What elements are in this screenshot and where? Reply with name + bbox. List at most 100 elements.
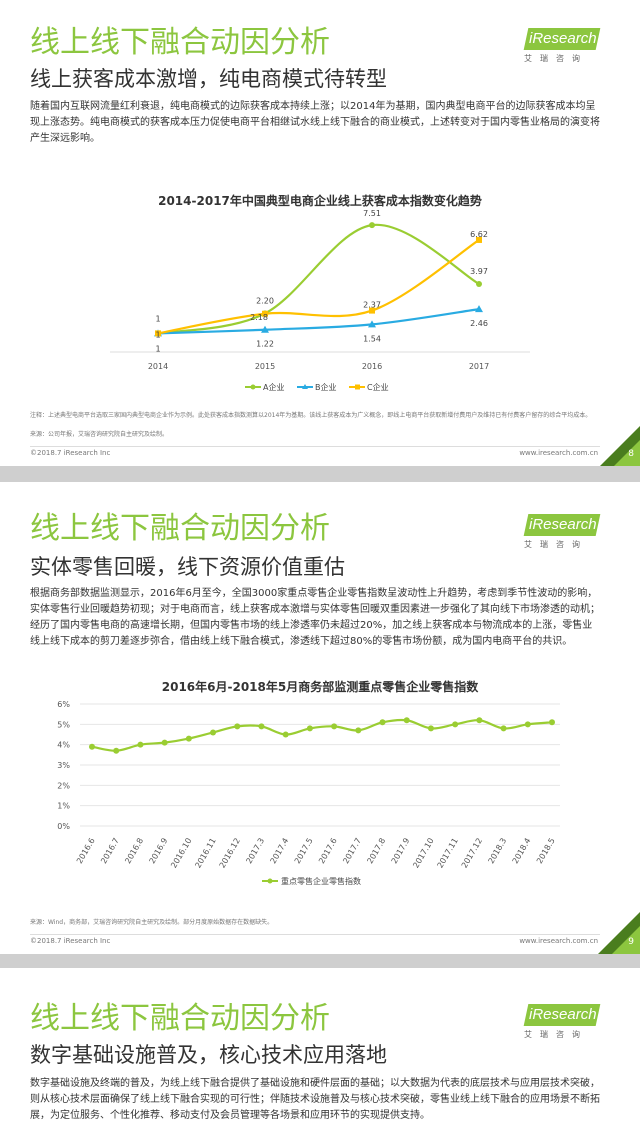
series-line-2 xyxy=(157,239,480,335)
page-number: 9 xyxy=(628,937,634,947)
corner-triangle-light xyxy=(612,926,640,954)
data-label: 1.22 xyxy=(256,340,274,349)
data-point xyxy=(355,727,362,734)
data-point xyxy=(210,729,217,736)
y-tick-label: 6% xyxy=(57,700,70,709)
x-tick-label: 2016 xyxy=(362,362,382,371)
iresearch-logo: iResearch 艾瑞咨询 xyxy=(520,1004,601,1040)
x-tick-label: 2016.8 xyxy=(123,837,145,866)
series-line-1 xyxy=(157,308,480,335)
data-label: 3.97 xyxy=(470,267,488,276)
data-label: 2.18 xyxy=(250,313,268,322)
footer-copyright: ©2018.7 iResearch Inc xyxy=(30,937,111,945)
legend-marker xyxy=(355,384,360,390)
data-label: 7.51 xyxy=(363,209,381,218)
data-point xyxy=(368,320,376,328)
chart-source: 来源：公司年报，艾瑞咨询研究院自主研究及绘制。 xyxy=(30,431,169,438)
x-tick-label: 2016.9 xyxy=(148,837,170,866)
x-tick-label: 2018.5 xyxy=(535,837,557,866)
footer-url: www.iresearch.com.cn xyxy=(519,937,598,945)
legend-marker xyxy=(250,384,256,390)
data-point xyxy=(262,310,268,317)
legend-label: B企业 xyxy=(315,382,337,392)
data-point xyxy=(379,719,386,726)
page-number: 8 xyxy=(628,449,634,459)
x-tick-label: 2018.3 xyxy=(487,837,509,866)
legend-label: A企业 xyxy=(263,382,284,392)
footer-divider xyxy=(30,934,600,935)
x-tick-label: 2017.7 xyxy=(341,837,363,866)
legend-label: C企业 xyxy=(367,382,389,392)
y-tick-label: 4% xyxy=(57,741,70,750)
chart-title: 2016年6月-2018年5月商务部监测重点零售企业零售指数 xyxy=(161,680,479,694)
chart-notes: 注释：上述典型电商平台选取三家国内典型电商企业作为示例。此处获客成本指数测算以2… xyxy=(30,412,592,419)
data-point xyxy=(524,721,531,728)
x-tick-label: 2017.6 xyxy=(317,837,339,866)
data-point xyxy=(113,747,120,754)
legend-marker xyxy=(302,384,308,389)
y-tick-label: 1% xyxy=(57,802,70,811)
slide-title: 线上线下融合动因分析 xyxy=(30,1001,330,1036)
data-label: 2.46 xyxy=(470,319,488,328)
data-point xyxy=(137,741,144,748)
data-point xyxy=(549,719,555,726)
chart-title: 2014-2017年中国典型电商企业线上获客成本指数变化趋势 xyxy=(158,194,482,208)
x-tick-label: 2017.11 xyxy=(436,837,460,870)
data-point xyxy=(403,717,410,724)
footer-copyright: ©2018.7 iResearch Inc xyxy=(30,449,111,457)
data-point xyxy=(185,735,192,742)
data-point xyxy=(258,723,265,730)
x-tick-label: 2017.4 xyxy=(269,837,291,866)
slide-subtitle: 线上获客成本激增，纯电商模式待转型 xyxy=(30,67,387,91)
x-tick-label: 2014 xyxy=(148,362,168,371)
data-point xyxy=(476,236,482,243)
slide-9: 线上线下融合动因分析 iResearch 艾瑞咨询 实体零售回暖，线下资源价值重… xyxy=(0,482,640,954)
x-tick-label: 2016.11 xyxy=(193,837,217,870)
y-tick-label: 5% xyxy=(57,720,70,729)
x-tick-label: 2018.4 xyxy=(511,837,533,866)
x-tick-label: 2016.6 xyxy=(75,837,97,866)
data-point xyxy=(261,325,269,333)
data-point xyxy=(476,717,483,724)
data-label: 2.20 xyxy=(256,296,274,305)
data-point xyxy=(331,723,338,730)
data-label: 1.54 xyxy=(363,334,381,343)
x-tick-label: 2017.9 xyxy=(390,837,412,866)
data-label: 1 xyxy=(155,330,160,339)
chart-source: 来源：Wind，商务部，艾瑞咨询研究院自主研究及绘制。部分月度原始数据存在数据缺… xyxy=(30,919,274,926)
corner-triangle-light xyxy=(614,440,640,466)
x-tick-label: 2016.12 xyxy=(218,837,242,870)
slide-subtitle: 数字基础设施普及，核心技术应用落地 xyxy=(30,1043,387,1067)
slide-title: 线上线下融合动因分析 xyxy=(30,25,330,60)
data-point xyxy=(369,222,375,229)
data-point xyxy=(452,721,459,728)
retail-index-chart: 0%1%2%3%4%5%6%2016.6 2016.7 2016.8 2016.9 20… xyxy=(57,700,560,886)
slide-subtitle: 实体零售回暖，线下资源价值重估 xyxy=(30,555,345,579)
data-point xyxy=(306,725,313,732)
x-tick-label: 2017.10 xyxy=(411,837,435,870)
series-line-0 xyxy=(157,223,480,335)
data-label: 6.62 xyxy=(470,230,488,239)
data-point xyxy=(427,725,434,732)
data-point xyxy=(161,739,168,746)
x-tick-label: 2017.8 xyxy=(365,837,387,866)
data-label: 2.37 xyxy=(363,301,381,310)
footer-divider xyxy=(30,446,600,447)
y-tick-label: 0% xyxy=(57,822,70,831)
y-tick-label: 2% xyxy=(57,781,70,790)
x-tick-label: 2017 xyxy=(469,362,489,371)
x-tick-label: 2016.10 xyxy=(169,837,193,870)
iresearch-logo: iResearch 艾瑞咨询 xyxy=(520,28,601,64)
data-label: 1 xyxy=(155,344,160,353)
data-point xyxy=(234,723,241,730)
slide-10: 线上线下融合动因分析 iResearch 艾瑞咨询 数字基础设施普及，核心技术应… xyxy=(0,968,640,1136)
data-point xyxy=(500,725,507,732)
slide-8: 线上线下融合动因分析 iResearch 艾瑞咨询 线上获客成本激增，纯电商模式… xyxy=(0,0,640,466)
slide-body: 根据商务部数据监测显示，2016年6月至今，全国3000家重点零售企业零售指数呈… xyxy=(30,588,600,647)
data-label: 1 xyxy=(155,314,160,323)
slide-body: 数字基础设施及终端的普及，为线上线下融合提供了基础设施和硬件层面的基础；以大数据… xyxy=(30,1078,600,1121)
cost-index-chart: 2014 2015 2016 2017 1 2.20 7.51 3.97 1 1.22 1.54 2.… xyxy=(110,209,530,392)
x-tick-label: 2017.3 xyxy=(244,837,266,866)
data-point xyxy=(155,330,161,337)
legend-marker xyxy=(267,878,273,884)
